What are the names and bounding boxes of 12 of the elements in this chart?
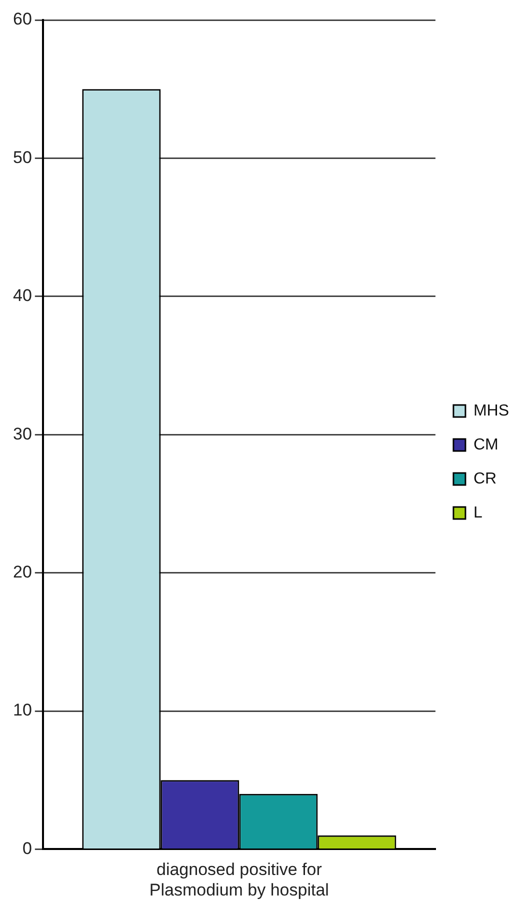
y-tick-label: 30: [12, 424, 32, 444]
legend-label: MHS: [473, 402, 510, 420]
y-tick-label: 40: [12, 286, 32, 306]
y-tick-label: 0: [22, 838, 32, 858]
legend-label: L: [473, 504, 482, 522]
x-tick-label: diagnosed positive for Plasmodium by hospital: [149, 860, 329, 900]
y-tick-label: 20: [12, 562, 32, 582]
legend-label: CM: [473, 436, 498, 454]
y-tick-label: 10: [12, 700, 32, 720]
legend-label: CR: [473, 470, 497, 488]
y-tick-label: 50: [12, 148, 32, 167]
y-tick-label: 60: [12, 10, 32, 29]
